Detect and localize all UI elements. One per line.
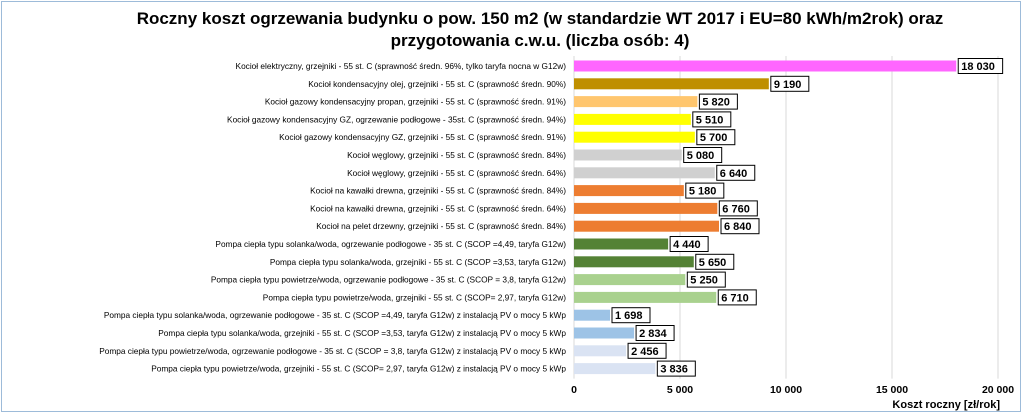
chart-title: Roczny koszt ogrzewania budynku o pow. 1… [60, 8, 1020, 52]
bar [574, 327, 635, 339]
category-label: Kocioł na kawałki drewna, grzejniki - 55… [310, 203, 566, 213]
category-label: Pompa ciepła typu powietrze/woda, grzejn… [263, 292, 566, 302]
data-label-box [611, 307, 651, 324]
bar [574, 238, 669, 250]
data-label-box [770, 75, 810, 92]
data-label-box [692, 111, 732, 128]
data-label: 5 650 [699, 257, 727, 269]
data-label: 5 700 [700, 132, 728, 144]
bar [574, 131, 695, 143]
category-label: Kocioł gazowy kondensacyjny GZ, grzejnik… [279, 132, 566, 142]
bar [574, 309, 610, 321]
data-label: 5 820 [702, 97, 730, 109]
data-label-box [717, 289, 757, 306]
data-label: 18 030 [961, 61, 995, 73]
data-label: 5 510 [696, 114, 724, 126]
category-label: Kocioł na pelet drzewny, grzejniki - 55 … [316, 221, 566, 231]
bar [574, 96, 698, 108]
category-label: Kocioł gazowy kondensacyjny GZ, ogrzewan… [227, 114, 566, 124]
bar [574, 220, 720, 232]
bar [574, 78, 769, 90]
data-label-box [716, 164, 756, 181]
x-tick-label: 15 000 [876, 384, 908, 396]
bar [574, 274, 686, 286]
category-label: Kocioł na kawałki drewna, grzejniki - 55… [310, 186, 566, 196]
category-label: Pompa ciepła typu powietrze/woda, grzejn… [151, 364, 566, 374]
x-tick-label: 5 000 [667, 384, 693, 396]
data-label: 2 456 [631, 346, 659, 358]
data-label: 6 710 [721, 292, 749, 304]
category-label: Pompa ciepła typu solanka/woda, grzejnik… [270, 257, 566, 267]
bar [574, 113, 691, 125]
bar [574, 149, 682, 161]
bar [574, 256, 694, 268]
data-label: 9 190 [774, 79, 802, 91]
chart-title-line2: przygotowania c.w.u. (liczba osób: 4) [390, 31, 690, 50]
data-label: 5 250 [690, 275, 718, 287]
category-label: Kocioł elektryczny, grzejniki - 55 st. C… [236, 61, 567, 71]
bar [574, 60, 957, 72]
data-label: 2 834 [639, 328, 667, 340]
data-label: 6 840 [724, 221, 752, 233]
data-label-box [627, 342, 667, 359]
data-label-box [698, 93, 738, 110]
x-axis-title: Koszt roczny [zł/rok] [892, 399, 1000, 411]
data-label: 4 440 [673, 239, 701, 251]
x-tick-label: 20 000 [982, 384, 1014, 396]
category-label: Pompa ciepła typu solanka/woda, ogrzewan… [104, 310, 567, 320]
data-label-box [957, 58, 1004, 74]
category-label: Pompa ciepła typu powietrze/woda, ogrzew… [211, 275, 566, 285]
data-label: 6 760 [722, 203, 750, 215]
category-label: Pompa ciepła typu solanka/woda, grzejnik… [158, 328, 566, 338]
category-label: Kocioł kondensacyjny olej, grzejniki - 5… [308, 79, 566, 89]
x-tick-label: 10 000 [770, 384, 802, 396]
category-label: Kocioł węglowy, grzejniki - 55 st. C (sp… [347, 168, 566, 178]
data-label-box [720, 218, 760, 235]
category-label: Kocioł gazowy kondensacyjny propan, grze… [265, 97, 566, 107]
bar [574, 185, 684, 197]
bar [574, 363, 656, 375]
x-tick-label: 0 [571, 384, 577, 396]
data-label: 5 080 [687, 150, 715, 162]
data-label-box [686, 271, 726, 288]
data-label-box [635, 325, 675, 341]
bar [574, 291, 717, 303]
data-label-box [695, 253, 735, 270]
category-label: Kocioł węglowy, grzejniki - 55 st. C (sp… [347, 150, 566, 160]
bar [574, 167, 715, 179]
data-label-box [683, 147, 723, 163]
data-label: 5 180 [689, 186, 717, 198]
data-label: 3 836 [660, 364, 688, 376]
data-label-box [669, 236, 709, 252]
data-label-box [656, 360, 696, 377]
bar [574, 202, 718, 214]
bar [574, 345, 627, 357]
data-label: 6 640 [720, 168, 748, 180]
data-label-box [685, 182, 725, 199]
category-label: Pompa ciepła typu powietrze/woda, ogrzew… [99, 346, 566, 356]
data-label-box [718, 200, 758, 217]
chart-title-line1: Roczny koszt ogrzewania budynku o pow. 1… [136, 9, 944, 28]
data-label-box [696, 129, 736, 146]
data-label: 1 698 [615, 310, 643, 322]
category-label: Pompa ciepła typu solanka/woda, ogrzewan… [215, 239, 566, 249]
